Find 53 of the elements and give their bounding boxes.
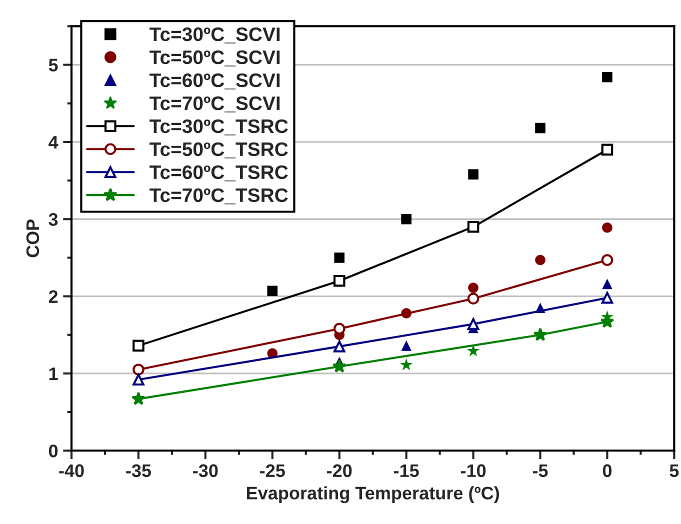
point bbox=[535, 254, 546, 266]
point bbox=[333, 340, 346, 352]
x-tick-label: -5 bbox=[532, 464, 548, 478]
point bbox=[468, 282, 478, 293]
x-tick-label: -15 bbox=[394, 464, 419, 478]
point bbox=[267, 286, 278, 296]
point bbox=[535, 122, 546, 134]
y-axis-title: COP bbox=[26, 219, 40, 258]
point bbox=[467, 344, 480, 356]
y-tick-label: 3 bbox=[48, 213, 58, 226]
point bbox=[467, 220, 480, 233]
legend-label: Tc=30ºC_SCVI bbox=[150, 27, 280, 44]
x-tick-label: 5 bbox=[670, 464, 679, 478]
y-tick-label: 1 bbox=[49, 368, 58, 380]
x-tick-label: -35 bbox=[126, 464, 152, 478]
point bbox=[467, 318, 480, 330]
point bbox=[401, 340, 412, 351]
legend-label: Tc=30ºC_TSRC bbox=[150, 119, 288, 136]
x-axis-title: Evaporating Temperature (ºC) bbox=[247, 486, 499, 504]
x-tick-label: -40 bbox=[59, 464, 84, 478]
legend-label: Tc=70ºC_SCVI bbox=[150, 96, 280, 112]
point bbox=[131, 392, 146, 406]
point bbox=[132, 364, 144, 376]
point bbox=[400, 358, 413, 370]
point bbox=[467, 292, 480, 305]
x-tick-label: 0 bbox=[602, 464, 612, 478]
point bbox=[132, 340, 144, 352]
x-tick-label: -30 bbox=[193, 464, 218, 478]
point bbox=[334, 252, 345, 263]
point bbox=[602, 72, 612, 82]
legend-label: Tc=60ºC_TSRC bbox=[150, 165, 288, 182]
point bbox=[601, 254, 614, 266]
x-tick-label: -20 bbox=[327, 464, 352, 478]
point bbox=[533, 328, 548, 341]
x-tick-label: -25 bbox=[260, 464, 285, 478]
point bbox=[601, 292, 614, 304]
y-tick-label: 4 bbox=[48, 136, 58, 148]
point bbox=[401, 214, 412, 224]
legend-label: Tc=50ºC_TSRC bbox=[150, 142, 288, 158]
y-tick-label: 2 bbox=[48, 290, 58, 303]
y-tick-label: 5 bbox=[48, 58, 58, 72]
point bbox=[468, 169, 478, 180]
point bbox=[602, 222, 612, 233]
x-tick-label: -10 bbox=[460, 464, 486, 478]
point bbox=[332, 359, 346, 373]
legend-label: Tc=50ºC_SCVI bbox=[150, 50, 280, 66]
legend-label: Tc=60ºC_SCVI bbox=[150, 73, 280, 90]
point bbox=[333, 274, 346, 287]
point bbox=[601, 144, 614, 156]
point bbox=[132, 374, 144, 386]
y-tick-label: 0 bbox=[48, 444, 58, 458]
point bbox=[602, 278, 612, 290]
legend-label: Tc=70ºC_TSRC bbox=[150, 188, 288, 204]
